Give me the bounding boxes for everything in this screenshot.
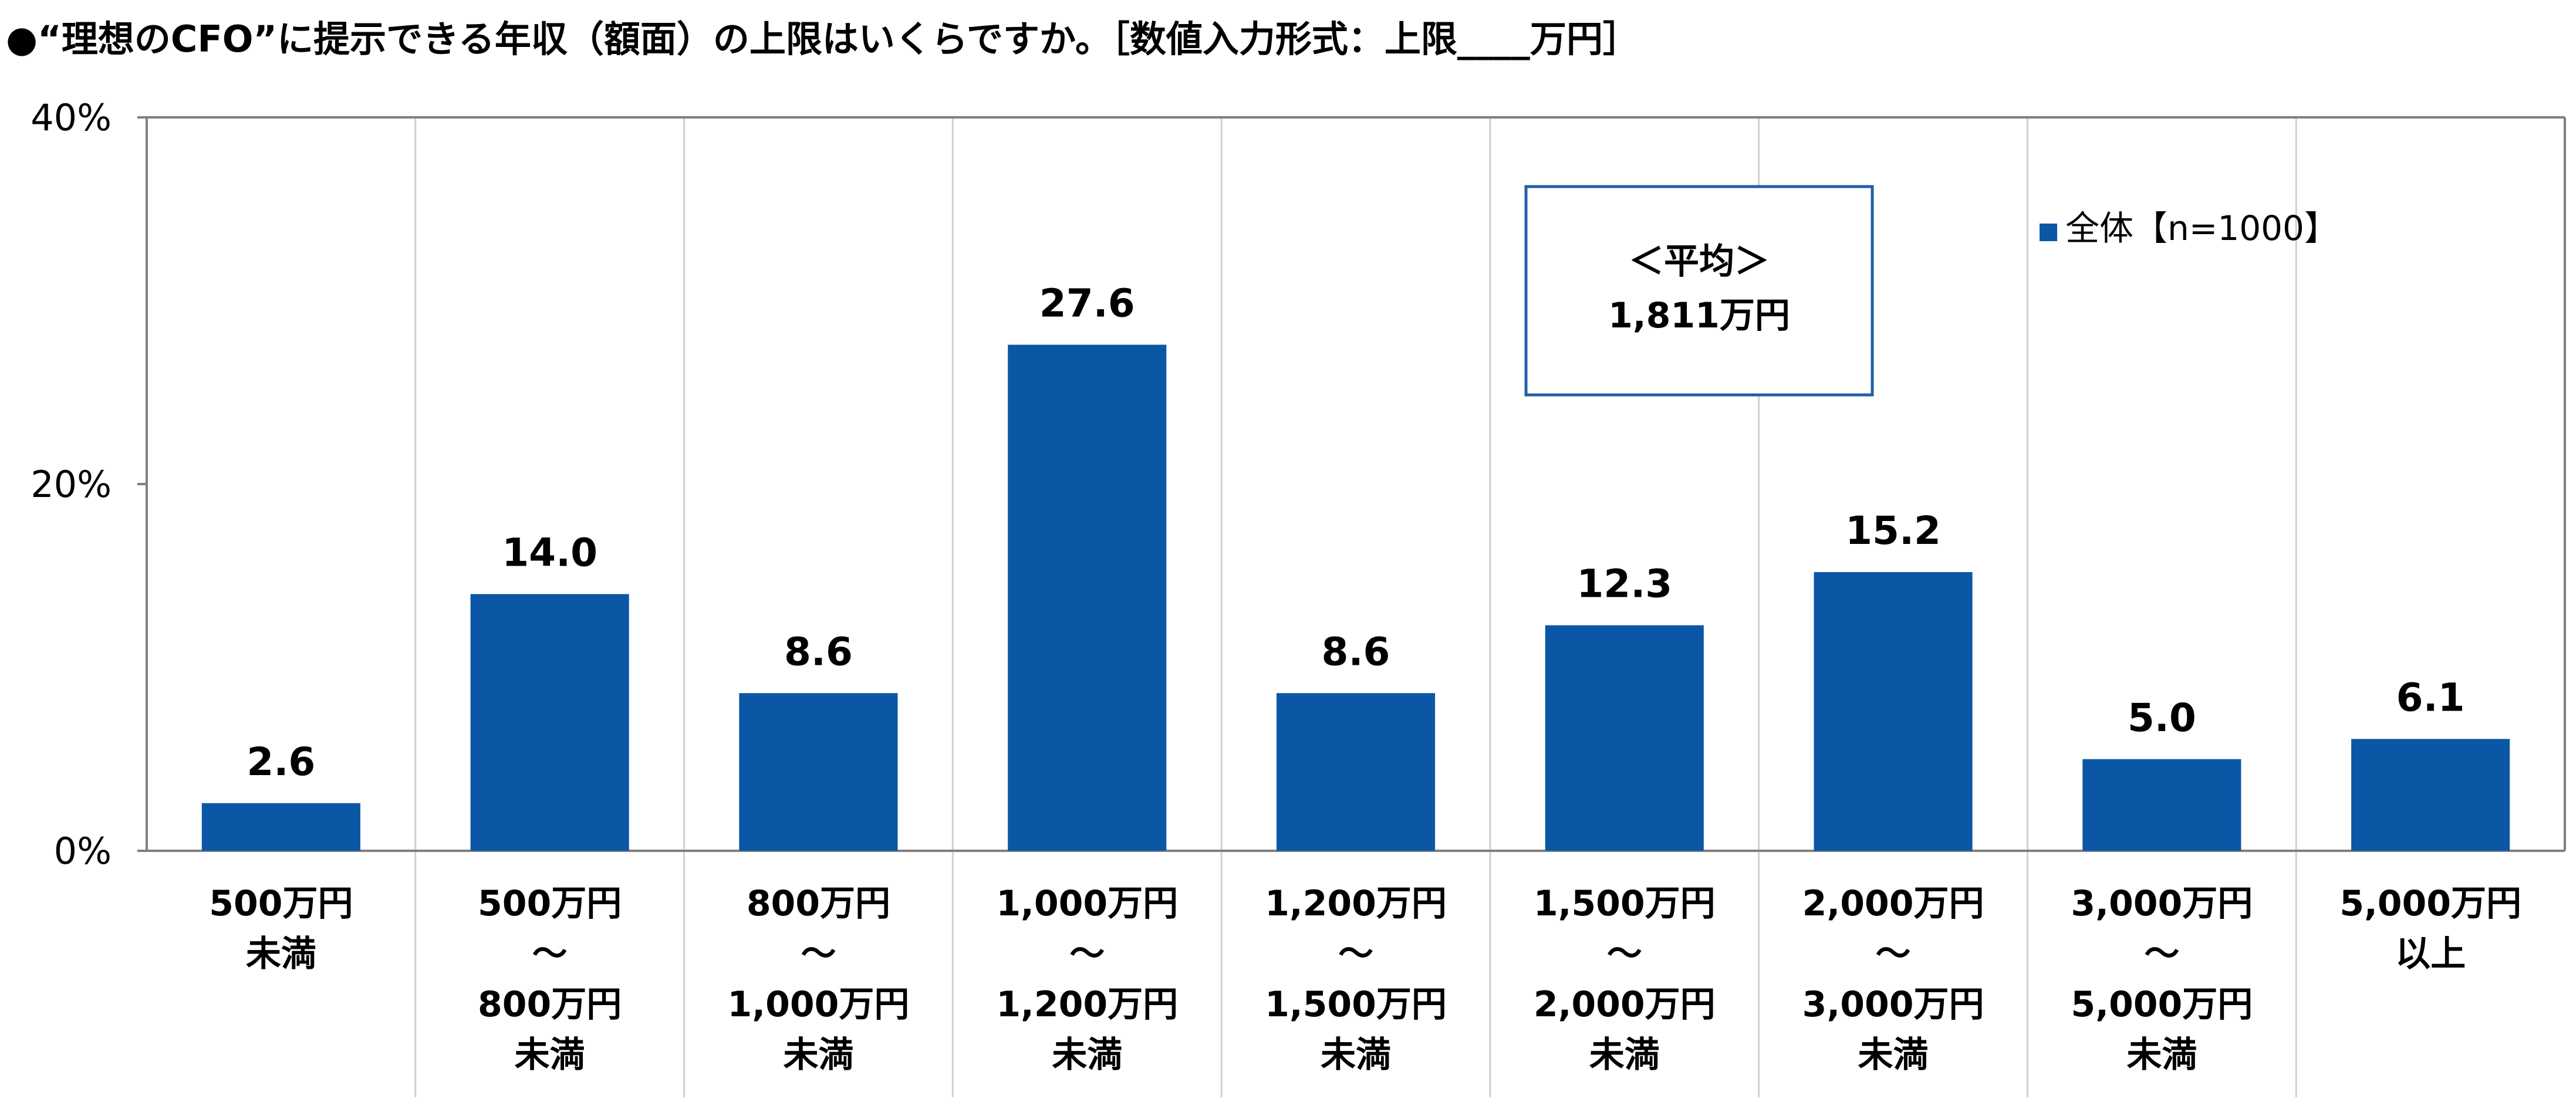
legend-swatch	[2040, 224, 2057, 241]
x-tick-label: ～	[532, 934, 568, 975]
x-tick-label: 5,000万円	[2071, 984, 2253, 1025]
bar	[2351, 739, 2510, 851]
bar	[1276, 693, 1436, 851]
x-tick-label: 未満	[1052, 1034, 1122, 1076]
x-tick-label: 800万円	[478, 984, 622, 1025]
data-label: 27.6	[1039, 281, 1135, 326]
x-tick-label: 未満	[2126, 1034, 2197, 1076]
x-tick-label: 3,000万円	[1802, 984, 1984, 1025]
x-tick-label: 500万円	[478, 883, 622, 924]
bar	[1545, 625, 1704, 851]
data-label: 15.2	[1845, 508, 1941, 553]
average-heading: ＜平均＞	[1629, 241, 1770, 282]
average-value: 1,811万円	[1608, 295, 1790, 336]
x-tick-label: 1,500万円	[1534, 883, 1716, 924]
data-label: 8.6	[784, 629, 853, 674]
x-tick-label: 未満	[246, 934, 316, 975]
bar	[1008, 344, 1167, 851]
x-tick-label: 3,000万円	[2071, 883, 2253, 924]
data-label: 2.6	[247, 739, 315, 784]
x-tick-label: ～	[801, 934, 836, 975]
bar	[470, 594, 629, 851]
average-annotation: ＜平均＞ 1,811万円	[1524, 185, 1874, 397]
chart-title: ●“理想のCFO”に提示できる年収（額面）の上限はいくらですか。［数値入力形式：…	[6, 18, 1639, 60]
y-tick-label: 40%	[31, 96, 112, 139]
axis-layer: 0% 20% 40%	[31, 96, 2566, 873]
x-tick-label: 800万円	[747, 883, 890, 924]
x-tick-label: 未満	[783, 1034, 853, 1076]
bar	[2082, 759, 2241, 851]
x-tick-label: 2,000万円	[1802, 883, 1984, 924]
x-tick-label: 未満	[1321, 1034, 1391, 1076]
y-tick-label: 0%	[54, 830, 112, 873]
x-tick-label: 1,200万円	[1265, 883, 1447, 924]
bar	[201, 803, 360, 851]
x-tick-label: 未満	[1589, 1034, 1660, 1076]
average-box	[1524, 185, 1874, 397]
x-tick-label: 1,000万円	[728, 984, 910, 1025]
legend-label: 全体【n=1000】	[2065, 208, 2338, 248]
x-tick-label: 1,000万円	[996, 883, 1178, 924]
data-label: 14.0	[502, 530, 597, 576]
x-tick-label: 2,000万円	[1534, 984, 1716, 1025]
x-tick-label: ～	[2144, 934, 2179, 975]
y-tick-label: 20%	[31, 463, 112, 506]
bar	[739, 693, 898, 851]
data-label: 6.1	[2396, 675, 2465, 720]
bars-layer	[201, 344, 2510, 851]
x-tick-label: 以上	[2395, 934, 2466, 975]
x-tick-label: 1,200万円	[996, 984, 1178, 1025]
legend: 全体【n=1000】	[2040, 208, 2338, 248]
x-tick-label: 5,000万円	[2339, 883, 2521, 924]
data-label: 5.0	[2128, 695, 2196, 740]
data-label: 12.3	[1576, 562, 1672, 607]
grid-layer	[414, 117, 2297, 1097]
labels-layer: 2.6500万円未満14.0500万円～800万円未満8.6800万円～1,00…	[209, 281, 2521, 1076]
data-label: 8.6	[1322, 629, 1390, 674]
x-tick-label: ～	[1338, 934, 1373, 975]
x-tick-label: 未満	[515, 1034, 585, 1076]
x-tick-label: ～	[1607, 934, 1642, 975]
x-tick-label: ～	[1069, 934, 1105, 975]
x-tick-label: 未満	[1858, 1034, 1929, 1076]
x-tick-label: 1,500万円	[1265, 984, 1447, 1025]
x-tick-label: 500万円	[209, 883, 353, 924]
bar	[1814, 572, 1973, 851]
x-tick-label: ～	[1876, 934, 1911, 975]
